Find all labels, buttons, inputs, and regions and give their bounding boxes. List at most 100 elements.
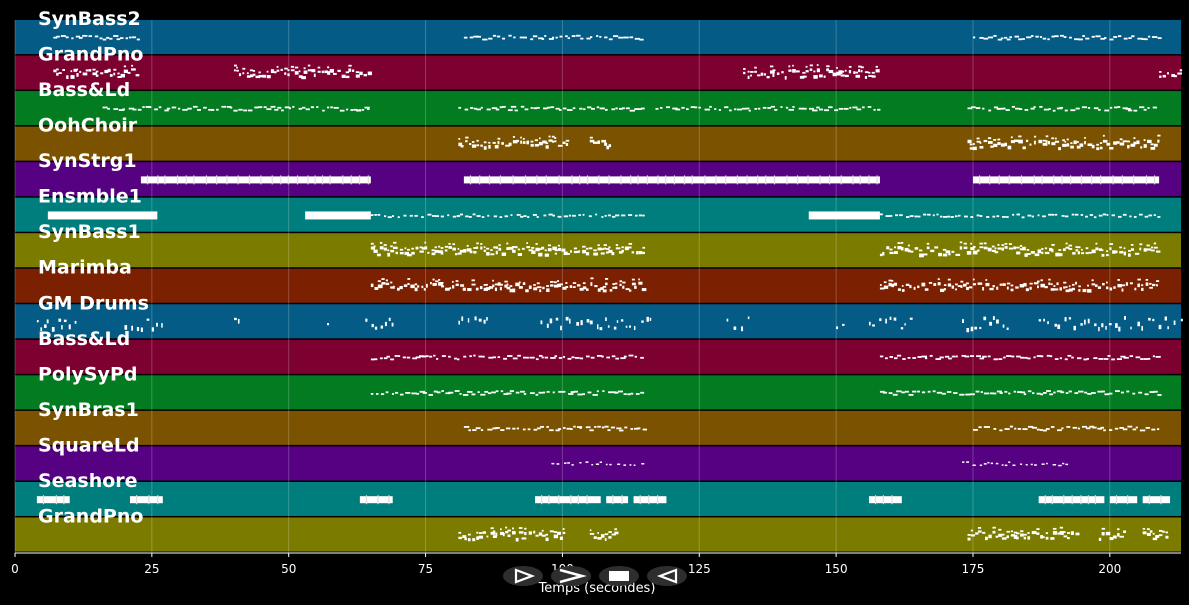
note xyxy=(1084,141,1086,145)
note-tick xyxy=(469,175,472,185)
note xyxy=(1072,252,1076,255)
note xyxy=(405,391,411,394)
note xyxy=(987,36,994,39)
note xyxy=(548,38,554,40)
note xyxy=(901,285,904,287)
note xyxy=(1123,247,1126,250)
note xyxy=(486,252,490,256)
note xyxy=(294,71,299,75)
note-tick xyxy=(874,495,877,505)
play-button[interactable] xyxy=(503,566,543,586)
note xyxy=(92,72,97,76)
note xyxy=(638,250,643,255)
note xyxy=(1152,537,1158,541)
rewind-button[interactable] xyxy=(647,566,687,586)
note xyxy=(438,278,441,281)
drum-hit xyxy=(893,317,897,321)
note xyxy=(1024,253,1028,257)
note xyxy=(1036,392,1041,395)
note xyxy=(569,285,573,288)
note xyxy=(307,69,313,72)
note xyxy=(56,68,59,71)
note xyxy=(622,281,626,284)
note xyxy=(595,463,600,465)
note xyxy=(1019,245,1023,247)
note xyxy=(506,392,512,395)
note-tick xyxy=(146,175,149,185)
note xyxy=(947,278,951,281)
note xyxy=(236,69,239,72)
note xyxy=(1048,213,1052,216)
fast-forward-button[interactable] xyxy=(551,566,591,586)
note xyxy=(838,70,843,74)
note xyxy=(608,531,612,533)
note xyxy=(812,109,818,112)
drum-hit xyxy=(146,318,150,321)
note xyxy=(477,391,480,394)
note xyxy=(1143,144,1147,148)
note xyxy=(394,355,398,357)
note xyxy=(1010,140,1015,144)
note xyxy=(487,214,490,217)
note xyxy=(1120,355,1126,358)
drum-hit xyxy=(1152,318,1155,322)
note xyxy=(554,140,557,143)
note xyxy=(476,242,479,245)
note xyxy=(1095,242,1098,245)
note xyxy=(659,106,663,109)
note xyxy=(963,283,967,287)
note-block xyxy=(359,496,393,504)
note xyxy=(617,463,621,466)
note xyxy=(576,426,583,428)
note xyxy=(1082,35,1085,37)
note xyxy=(748,109,751,112)
note xyxy=(1100,426,1105,429)
note xyxy=(536,106,540,109)
note xyxy=(455,280,459,282)
note xyxy=(897,288,901,291)
note xyxy=(551,140,555,143)
note xyxy=(1157,134,1161,137)
stop-button[interactable] xyxy=(599,566,639,586)
note xyxy=(1065,463,1069,466)
note xyxy=(1025,139,1029,143)
track-band xyxy=(15,446,1181,481)
note xyxy=(1045,532,1049,535)
x-tick-label: 200 xyxy=(1098,562,1121,576)
note xyxy=(868,71,871,74)
note xyxy=(434,246,437,249)
drum-hit xyxy=(237,318,240,324)
note xyxy=(1078,38,1083,41)
note xyxy=(1140,358,1144,360)
drum-hit xyxy=(1148,317,1151,321)
note xyxy=(1132,428,1137,431)
drum-hit xyxy=(1038,319,1042,322)
note xyxy=(122,108,126,111)
note xyxy=(515,139,520,142)
note xyxy=(1133,137,1136,139)
note xyxy=(501,252,507,256)
fast-forward-icon xyxy=(559,568,587,584)
note xyxy=(1058,147,1062,151)
note xyxy=(750,71,754,73)
note xyxy=(233,69,236,72)
note xyxy=(573,425,576,428)
note xyxy=(476,108,482,111)
note xyxy=(906,216,910,218)
note xyxy=(515,537,519,542)
note-block xyxy=(1038,496,1105,504)
note xyxy=(252,70,256,72)
drum-hit xyxy=(461,316,464,321)
note xyxy=(1030,463,1033,466)
note xyxy=(407,248,411,251)
note xyxy=(694,106,698,109)
note xyxy=(1063,535,1068,538)
note xyxy=(1042,429,1047,432)
note xyxy=(418,355,425,358)
drum-hit xyxy=(649,317,652,321)
note xyxy=(1040,279,1043,282)
note xyxy=(672,107,678,110)
note xyxy=(943,284,947,287)
note xyxy=(596,106,600,109)
note xyxy=(856,108,862,111)
